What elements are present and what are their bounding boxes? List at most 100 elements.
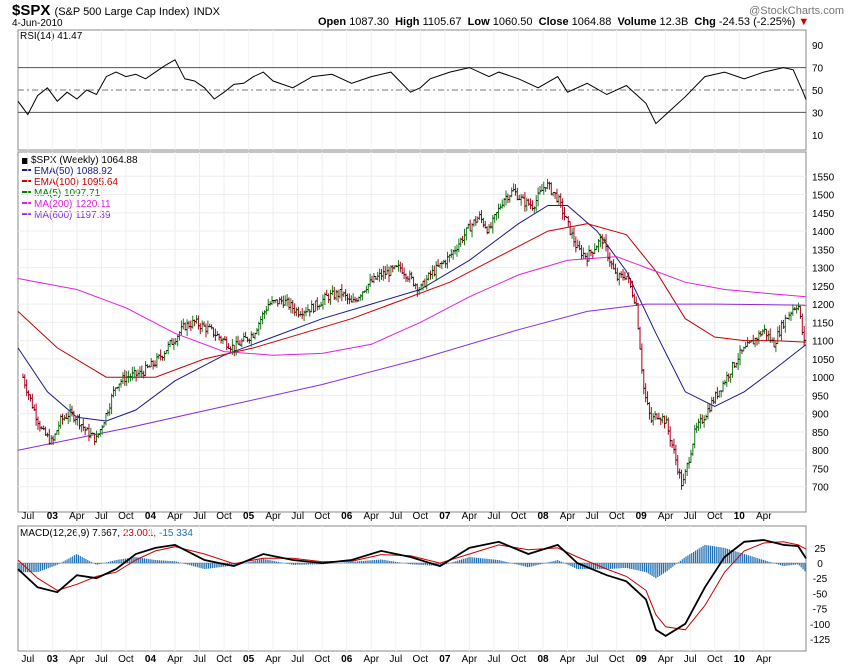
price-tick-label: 1050 <box>812 355 835 366</box>
time-tick-label: Oct <box>511 654 527 665</box>
time-tick-label: Apr <box>462 511 478 522</box>
rsi-tick-label: 90 <box>812 41 824 52</box>
security-name: (S&P 500 Large Cap Index) <box>54 6 190 18</box>
open-value: 1087.30 <box>349 16 389 28</box>
open-label: Open <box>318 16 347 28</box>
time-tick-label: Apr <box>560 511 576 522</box>
price-legend-main: $SPX (Weekly) 1064.88 <box>22 155 138 166</box>
price-tick-label: 850 <box>812 428 829 439</box>
time-tick-label: Oct <box>314 654 330 665</box>
time-tick-label: Apr <box>167 654 183 665</box>
ma-line <box>17 205 807 422</box>
time-tick-label: Oct <box>609 654 625 665</box>
bar-icon <box>22 158 28 164</box>
rsi-tick-label: 10 <box>812 131 824 142</box>
legend-item: MA(600) 1197.39 <box>22 210 138 221</box>
time-tick-label: Apr <box>560 654 576 665</box>
rsi-tick-label: 70 <box>812 64 824 75</box>
time-tick-label: Apr <box>265 511 281 522</box>
legend-swatch <box>22 202 31 204</box>
legend-swatch <box>22 180 31 182</box>
time-tick-label: Apr <box>265 654 281 665</box>
time-tick-label: 04 <box>145 511 157 522</box>
price-tick-label: 1550 <box>812 172 835 183</box>
symbol: $SPX <box>12 2 51 19</box>
macd-value: 7.667, <box>92 528 121 539</box>
legend-item: EMA(100) 1095.64 <box>22 177 138 188</box>
macd-tick-label: -125 <box>810 635 830 646</box>
legend-label: MA(600) 1197.39 <box>34 210 111 221</box>
time-tick-label: Apr <box>363 654 379 665</box>
time-tick-label: Oct <box>314 511 330 522</box>
time-tick-label: 07 <box>439 654 451 665</box>
time-tick-label: Jul <box>684 511 697 522</box>
signal-value: 23.001, <box>122 528 157 539</box>
watermark: @StockCharts.com <box>749 5 844 17</box>
time-tick-label: 05 <box>243 654 255 665</box>
price-tick-label: 1250 <box>812 282 835 293</box>
time-tick-label: Apr <box>363 511 379 522</box>
time-tick-label: Oct <box>118 511 134 522</box>
time-tick-label: 09 <box>636 511 648 522</box>
time-tick-label: 07 <box>439 511 451 522</box>
time-tick-label: Apr <box>69 654 85 665</box>
time-tick-label: Oct <box>707 511 723 522</box>
time-tick-label: Oct <box>609 511 625 522</box>
price-tick-label: 950 <box>812 391 829 402</box>
macd-tick-label: -100 <box>810 620 830 631</box>
macd-tick-label: -25 <box>813 574 828 585</box>
high-label: High <box>395 16 420 28</box>
time-tick-label: Apr <box>658 511 674 522</box>
price-tick-label: 1150 <box>812 318 834 329</box>
legend-label: MA(5) 1097.71 <box>34 188 101 199</box>
rsi-label: RSI(14) <box>20 31 55 42</box>
time-tick-label: 03 <box>47 654 59 665</box>
legend-item: MA(200) 1220.11 <box>22 199 138 210</box>
time-tick-label: Jul <box>21 511 34 522</box>
legend-item: MA(5) 1097.71 <box>22 188 138 199</box>
price-tick-label: 1500 <box>812 191 835 202</box>
price-tick-label: 1000 <box>812 373 835 384</box>
time-tick-label: Apr <box>167 511 183 522</box>
macd-legend: MACD(12,26,9) 7.667, 23.001, -15.334 <box>20 528 193 539</box>
price-tick-label: 1200 <box>812 300 835 311</box>
macd-signal-line <box>17 541 807 631</box>
time-tick-label: Jul <box>193 654 206 665</box>
time-tick-label: 08 <box>537 654 549 665</box>
time-tick-label: Jul <box>488 511 501 522</box>
time-tick-label: 06 <box>341 654 353 665</box>
chg-label: Chg <box>694 16 716 28</box>
time-tick-label: Jul <box>586 654 599 665</box>
legend-label: MA(200) 1220.11 <box>34 199 111 210</box>
rsi-line <box>17 59 807 125</box>
legend-label: EMA(100) 1095.64 <box>34 177 118 188</box>
macd-tick-label: -50 <box>813 589 828 600</box>
low-label: Low <box>467 16 490 28</box>
volume-value: 12.3B <box>659 16 689 28</box>
time-tick-label: 05 <box>243 511 255 522</box>
price-tick-label: 700 <box>812 483 829 494</box>
close-value: 1064.88 <box>571 16 612 28</box>
ma-line <box>17 303 807 451</box>
time-tick-label: Oct <box>118 654 134 665</box>
time-tick-label: Jul <box>389 654 402 665</box>
time-tick-label: Oct <box>413 654 429 665</box>
macd-tick-label: 25 <box>814 544 826 555</box>
macd-line <box>17 539 807 637</box>
ma-line <box>17 256 807 356</box>
time-tick-label: Apr <box>69 511 85 522</box>
rsi-legend: RSI(14) 41.47 <box>20 31 82 42</box>
time-tick-label: Oct <box>413 511 429 522</box>
price-tick-label: 1100 <box>812 337 834 348</box>
time-tick-label: 10 <box>734 654 746 665</box>
volume-label: Volume <box>617 16 657 28</box>
macd-panel <box>17 525 807 652</box>
time-tick-label: 08 <box>537 511 549 522</box>
close-label: Close <box>538 16 569 28</box>
price-tick-label: 1450 <box>812 209 835 220</box>
time-tick-label: Jul <box>488 654 501 665</box>
time-tick-label: Oct <box>216 511 232 522</box>
down-arrow-icon: ▼ <box>798 16 810 28</box>
legend-item: EMA(50) 1088.92 <box>22 166 138 177</box>
